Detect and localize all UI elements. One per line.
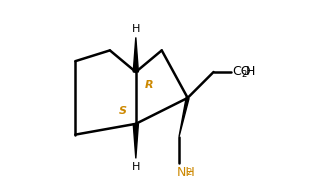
Text: H: H (132, 24, 140, 34)
Polygon shape (179, 97, 189, 137)
Text: CO: CO (232, 65, 250, 78)
Polygon shape (133, 37, 139, 72)
Text: NH: NH (177, 166, 196, 179)
Polygon shape (133, 124, 139, 158)
Text: S: S (119, 106, 127, 116)
Text: H: H (132, 162, 140, 172)
Text: R: R (145, 80, 153, 90)
Text: H: H (245, 65, 255, 78)
Text: 2: 2 (186, 168, 191, 177)
Text: 2: 2 (242, 70, 247, 79)
